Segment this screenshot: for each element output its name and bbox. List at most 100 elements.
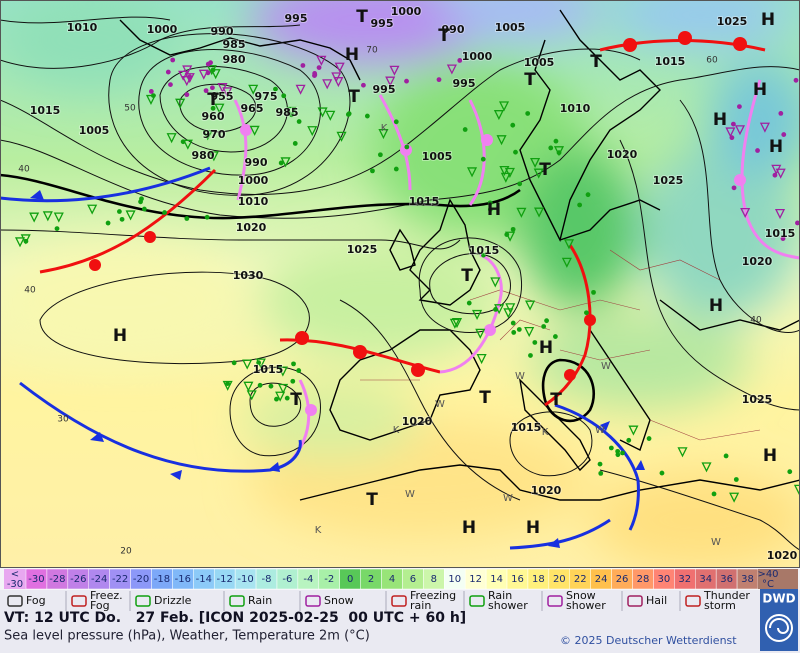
pressure-center: T [590,52,602,72]
legend-label: rain [410,599,431,612]
pressure-label: 960 [202,110,225,123]
shower-symbol [145,94,157,106]
logo: DWD [762,592,795,606]
shower-symbol [561,257,572,268]
weather-dot [393,166,399,172]
weather-dot [517,181,523,187]
shower-symbol [249,125,260,136]
pressure-label: 1020 [767,549,798,562]
colorbar-label: -4 [303,574,313,585]
weather-dot [284,395,290,401]
weather-dot [620,450,625,456]
shower-symbol [530,157,541,169]
station-letter: K [542,427,549,438]
weather-dot [457,58,463,63]
colorbar-label: 16 [511,574,524,585]
shower-symbol [553,146,565,157]
pressure-label: 1005 [495,21,526,34]
pressure-label: 1000 [462,50,493,63]
weather-dot [290,378,296,384]
shower-symbol [449,318,460,329]
legend-symbol [305,595,321,607]
colorbar-label: -18 [154,574,170,585]
pressure-center: T [550,390,562,410]
shower-symbol [317,107,328,118]
coastlines [119,9,800,501]
pressure-center: T [290,390,302,410]
shower-symbol [166,133,177,144]
colorbar-label: 18 [532,574,545,585]
shower-symbol [222,380,233,391]
legend-symbol [229,595,245,607]
shower-symbol [472,309,483,321]
pressure-label: 1025 [653,174,684,187]
weather-dot [729,135,735,141]
weather-dot [772,172,778,178]
colorbar-label: -26 [70,574,86,585]
colorbar-label: -6 [282,574,292,585]
shower-symbol [336,131,347,142]
colorbar-label: 36 [720,574,733,585]
weather-dot [393,119,399,125]
legend-label: Drizzle [154,594,192,607]
station-letter: W [503,493,513,504]
weather-dot [256,360,262,366]
weather-dot [532,340,538,345]
colorbar-label: -20 [133,574,149,585]
pressure-label: 1015 [469,244,500,257]
pressure-center: H [709,296,723,316]
weather-dot [608,445,614,451]
colorbar-label: 20 [553,574,566,585]
pressure-label: 1015 [511,421,542,434]
weather-dot [278,160,284,166]
colorbar-label: 38 [741,574,754,585]
shower-symbol [476,353,487,365]
colorbar-label: 4 [389,574,395,585]
legend-label: Snow [324,594,354,607]
pressure-label: 995 [453,77,476,90]
shower-symbol [214,103,225,114]
station-letter: K [393,425,400,436]
colorbar-above [758,569,798,589]
weather-dot [626,437,632,443]
shower-symbol [499,165,510,177]
shower-symbol [178,70,189,81]
pressure-center: H [713,110,727,130]
weather-dot [370,168,375,174]
colorbar-label: 28 [637,574,650,585]
pressure-label: 1005 [79,124,110,137]
weather-dot [208,60,213,66]
shower-symbol [275,391,286,402]
shower-symbol [389,65,400,76]
weather-dot [591,289,596,295]
logo-swirl [769,618,790,634]
pressure-label: 1015 [30,104,61,117]
weather-dot [117,209,122,214]
legend-label: Hail [646,594,667,607]
temperature-field [0,0,800,570]
weather-dot [646,436,652,441]
pressure-label: 1005 [422,150,453,163]
weather-dot [268,383,274,389]
pressure-label: 990 [211,25,234,38]
shower-symbol [490,277,501,288]
legend-label: Rain [248,594,272,607]
pressure-center: H [462,518,476,538]
colorbar-below-label: < [11,569,19,580]
shower-symbol [725,127,736,138]
weather-dot [780,236,786,242]
pressure-label: 1020 [531,484,562,497]
pressure-label: 1020 [402,415,433,428]
pressure-center: H [487,200,501,220]
weather-dot [170,57,176,63]
pressure-label: 1010 [560,102,591,115]
fronts [0,31,800,550]
weather-dot [513,149,518,155]
isotherm-label: 40 [18,165,30,175]
weather-dot [281,93,287,99]
shower-symbol [217,82,228,94]
description: Sea level pressure (hPa), Weather, Tempe… [4,629,370,644]
shower-symbol [793,484,800,495]
weather-dot [577,202,583,208]
weather-dot [737,104,742,110]
